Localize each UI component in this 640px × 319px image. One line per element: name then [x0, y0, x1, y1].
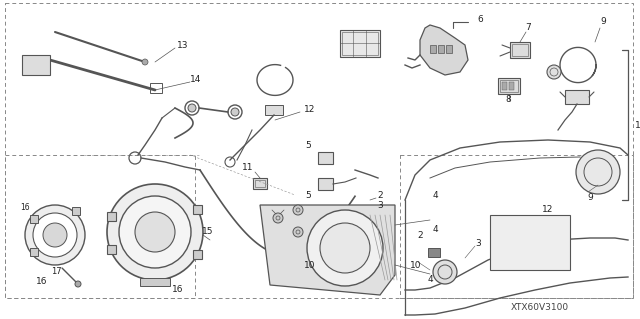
- Text: 10: 10: [410, 262, 422, 271]
- Text: 12: 12: [542, 205, 554, 214]
- Text: 3: 3: [377, 201, 383, 210]
- Circle shape: [43, 223, 67, 247]
- Text: 5: 5: [305, 140, 311, 150]
- Circle shape: [119, 196, 191, 268]
- Text: 6: 6: [477, 16, 483, 25]
- Text: 17: 17: [51, 268, 62, 277]
- Bar: [193, 250, 202, 259]
- Bar: [340, 30, 380, 57]
- Bar: [253, 178, 267, 189]
- Text: 12: 12: [304, 106, 316, 115]
- Circle shape: [33, 213, 77, 257]
- Circle shape: [293, 227, 303, 237]
- Bar: [22, 55, 50, 75]
- Text: 14: 14: [190, 76, 202, 85]
- Text: XTX60V3100: XTX60V3100: [511, 303, 569, 313]
- Bar: [500, 80, 518, 92]
- Circle shape: [307, 210, 383, 286]
- Bar: [400, 155, 633, 298]
- Circle shape: [320, 223, 370, 273]
- Text: 2: 2: [377, 190, 383, 199]
- Bar: [342, 32, 378, 55]
- Bar: [438, 45, 444, 53]
- Bar: [428, 248, 440, 257]
- Polygon shape: [420, 25, 468, 75]
- Text: 3: 3: [475, 239, 481, 248]
- Text: 5: 5: [305, 191, 311, 201]
- Bar: [512, 44, 528, 56]
- Text: 16: 16: [36, 278, 48, 286]
- Text: 10: 10: [304, 261, 316, 270]
- Text: 7: 7: [525, 24, 531, 33]
- Bar: [30, 248, 38, 256]
- Bar: [255, 180, 265, 187]
- Circle shape: [75, 281, 81, 287]
- Circle shape: [231, 108, 239, 116]
- Bar: [446, 45, 452, 53]
- Circle shape: [142, 59, 148, 65]
- Bar: [318, 152, 333, 164]
- Circle shape: [25, 205, 85, 265]
- Circle shape: [273, 213, 283, 223]
- Bar: [140, 278, 170, 286]
- Bar: [107, 245, 116, 254]
- Text: 11: 11: [243, 164, 253, 173]
- Bar: [565, 90, 589, 104]
- Circle shape: [188, 104, 196, 112]
- Circle shape: [135, 212, 175, 252]
- Text: 4: 4: [432, 226, 438, 234]
- Bar: [72, 207, 80, 215]
- Text: 4: 4: [432, 190, 438, 199]
- Text: 15: 15: [202, 227, 214, 236]
- Text: 13: 13: [177, 41, 189, 50]
- Bar: [5, 155, 195, 298]
- Bar: [490, 215, 570, 270]
- Bar: [510, 42, 530, 58]
- Bar: [498, 78, 520, 94]
- Text: 9: 9: [600, 18, 606, 26]
- Polygon shape: [260, 205, 395, 295]
- Text: 9: 9: [587, 194, 593, 203]
- Bar: [265, 105, 283, 115]
- Bar: [150, 83, 162, 93]
- Bar: [430, 45, 436, 53]
- Text: 4: 4: [427, 276, 433, 285]
- Circle shape: [107, 184, 203, 280]
- Circle shape: [293, 205, 303, 215]
- Bar: [30, 215, 38, 223]
- Bar: [509, 82, 514, 90]
- Bar: [318, 178, 333, 190]
- Bar: [107, 212, 116, 221]
- Circle shape: [576, 150, 620, 194]
- Circle shape: [547, 65, 561, 79]
- Circle shape: [433, 260, 457, 284]
- Text: 16: 16: [172, 286, 184, 294]
- Text: 1: 1: [635, 121, 640, 130]
- Bar: [502, 82, 507, 90]
- Bar: [193, 205, 202, 214]
- Text: 2: 2: [417, 232, 423, 241]
- Text: 16: 16: [20, 203, 30, 211]
- Text: 8: 8: [505, 95, 511, 105]
